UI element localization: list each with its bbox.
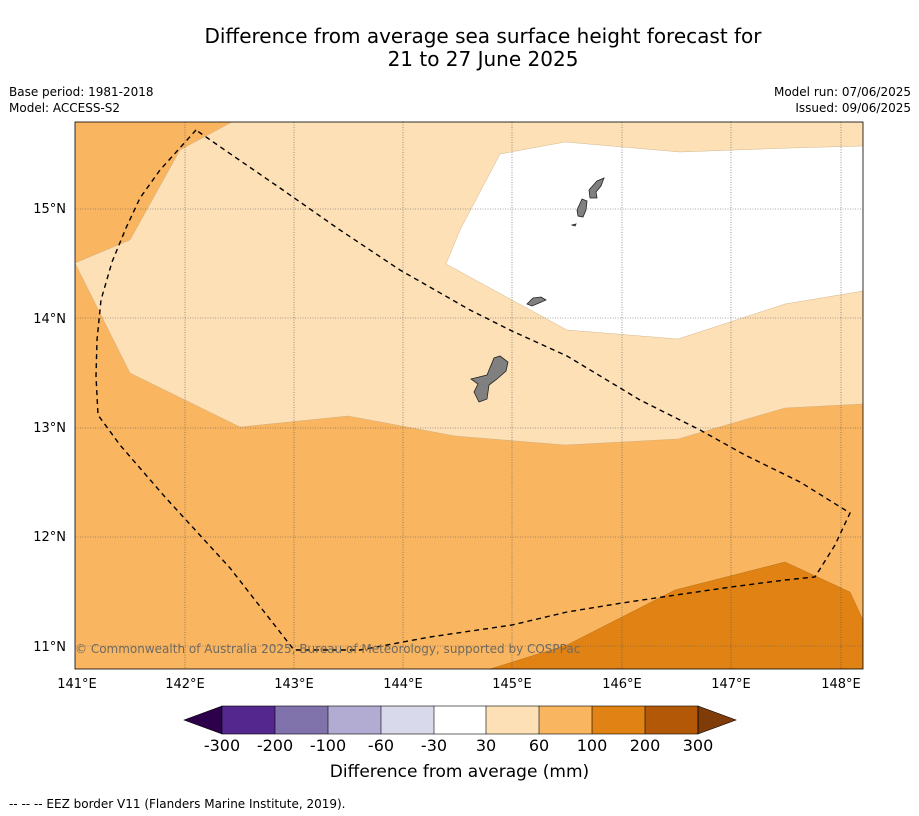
lon-label-145: 145°E [492, 677, 532, 692]
colorbar-tick-label: 30 [476, 736, 496, 755]
island-guam [470, 355, 509, 403]
colorbar-under-extension [183, 705, 223, 735]
lon-label-144: 144°E [383, 677, 423, 692]
base-period-label: Base period: 1981-2018 [9, 85, 154, 99]
model-run-label: Model run: 07/06/2025 [773, 85, 911, 99]
anomaly-region-neutral [445, 141, 863, 340]
island-saipan [588, 177, 605, 199]
issued-label: Issued: 09/06/2025 [795, 101, 911, 115]
colorbar-tick-label: -100 [310, 736, 346, 755]
map-area [75, 122, 863, 669]
island-rota [526, 296, 547, 307]
colorbar-segment-9 [645, 706, 698, 734]
colorbar-tick-label: 100 [577, 736, 608, 755]
lat-label-12: 12°N [33, 530, 66, 545]
copyright-notice: © Commonwealth of Australia 2025, Bureau… [75, 642, 581, 656]
lon-label-141: 141°E [57, 677, 97, 692]
colorbar-segment-2 [275, 706, 328, 734]
lat-label-15: 15°N [33, 202, 66, 217]
lat-label-13: 13°N [33, 421, 66, 436]
colorbar-segment-4 [381, 706, 434, 734]
map-gridlines [75, 122, 863, 669]
colorbar-tick-label: -30 [421, 736, 447, 755]
lon-label-142: 142°E [165, 677, 205, 692]
map-title-line1: Difference from average sea surface heig… [204, 24, 762, 48]
lon-label-146: 146°E [602, 677, 642, 692]
colorbar-tick-label: 200 [630, 736, 661, 755]
colorbar-segment-7 [539, 706, 592, 734]
colorbar-segment-1 [222, 706, 275, 734]
lon-label-147: 147°E [711, 677, 751, 692]
colorbar-tick-label: -200 [257, 736, 293, 755]
colorbar-segment-6 [486, 706, 539, 734]
map-frame [74, 121, 864, 670]
lat-label-14: 14°N [33, 312, 66, 327]
colorbar-over-extension [697, 705, 737, 735]
colorbar-segment-8 [592, 706, 645, 734]
colorbar-tick-label: 300 [683, 736, 714, 755]
colorbar-segment-5 [434, 706, 486, 734]
colorbar-tick-label: 60 [529, 736, 549, 755]
island-tinian [576, 198, 588, 218]
colorbar-segment-3 [328, 706, 381, 734]
eez-border-note: -- -- -- EEZ border V11 (Flanders Marine… [9, 797, 346, 811]
island-aguijan [570, 223, 577, 227]
colorbar: -300 -200 -100 -60 -30 30 60 100 200 300 [183, 705, 737, 755]
map-title-line2: 21 to 27 June 2025 [387, 47, 579, 71]
lon-label-143: 143°E [274, 677, 314, 692]
colorbar-frame [221, 705, 699, 735]
lat-label-11: 11°N [33, 640, 66, 655]
colorbar-title: Difference from average (mm) [329, 762, 590, 782]
model-label: Model: ACCESS-S2 [9, 101, 121, 115]
colorbar-tick-label: -300 [204, 736, 240, 755]
anomaly-region-100-200 [489, 561, 863, 669]
colorbar-tick-label: -60 [368, 736, 394, 755]
eez-border [95, 129, 851, 651]
lon-label-148: 148°E [821, 677, 861, 692]
